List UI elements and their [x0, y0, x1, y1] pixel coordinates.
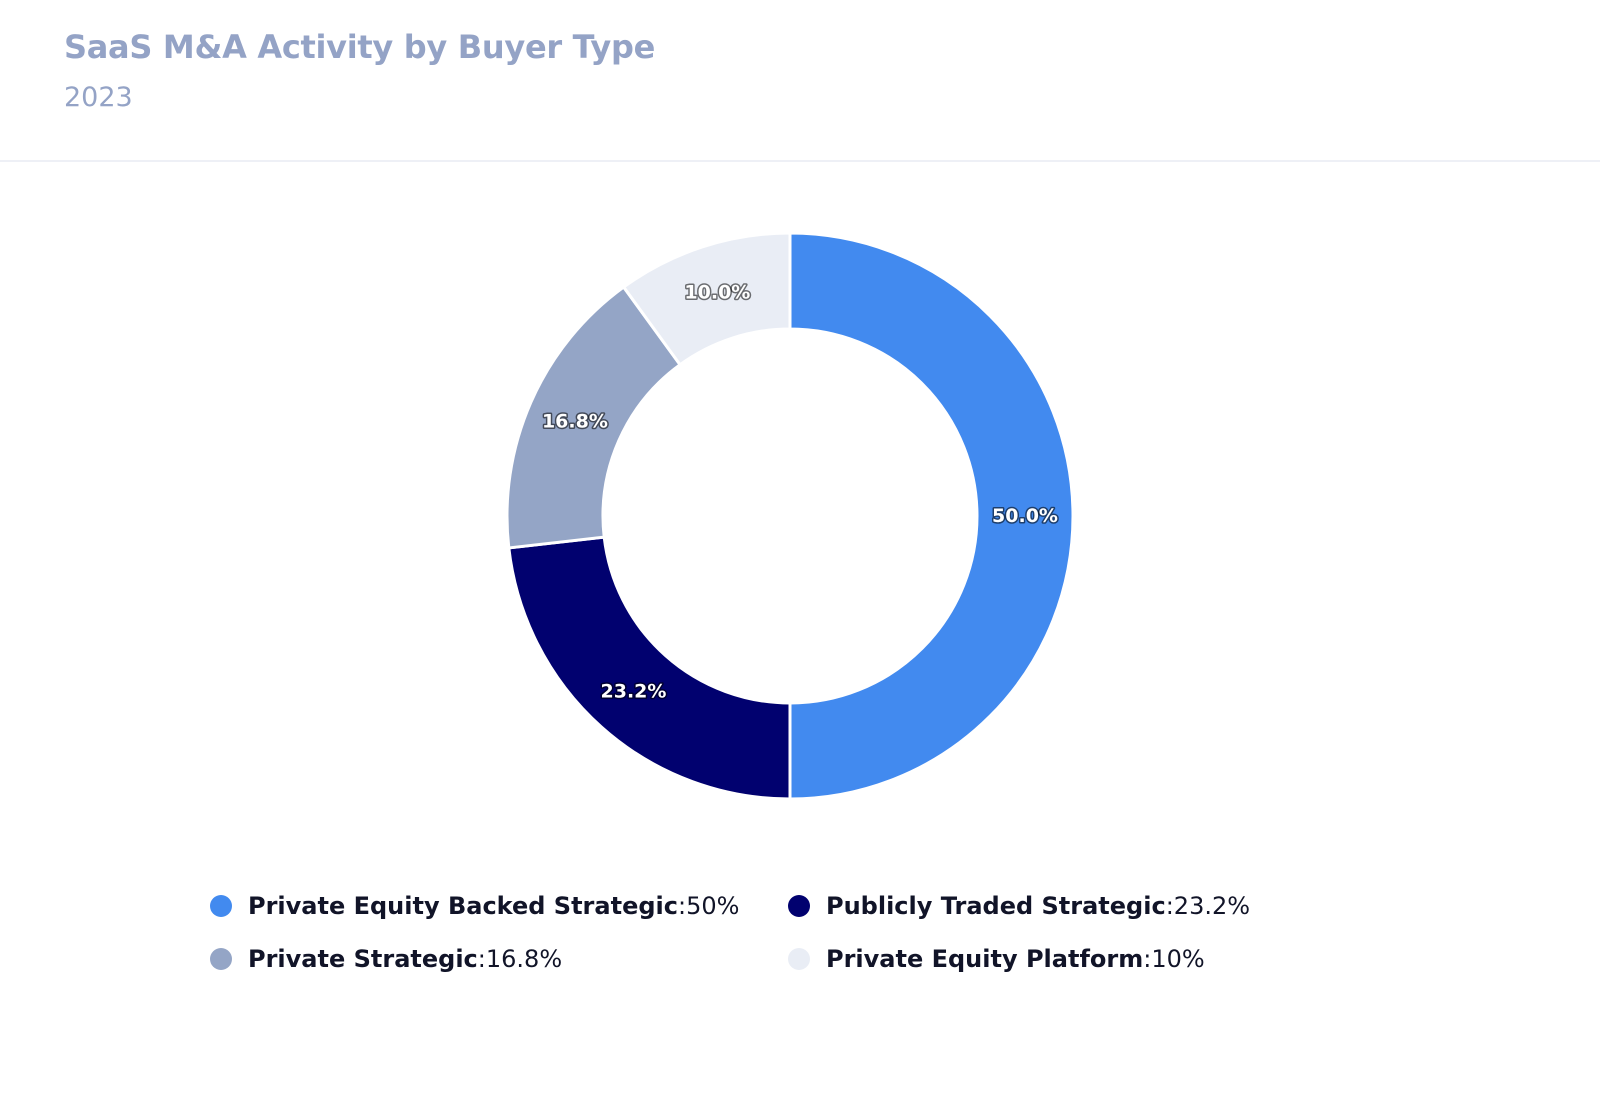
donut-slice-private-equity-backed-strategic[interactable]: [788, 231, 1075, 801]
chart-header: SaaS M&A Activity by Buyer Type 2023: [0, 0, 1600, 162]
donut-slice-private-equity-platform[interactable]: [621, 231, 792, 367]
donut-slice-publicly-traded-strategic[interactable]: [507, 535, 792, 801]
slice-value-label: 50.0%: [992, 505, 1058, 527]
donut-chart: 50.0% 23.2% 16.8% 10.0%: [505, 231, 1075, 801]
legend-value: 16.8%: [485, 945, 563, 973]
chart-subtitle: 2023: [64, 82, 133, 113]
slice-value-label: 16.8%: [542, 410, 608, 432]
legend-label: Publicly Traded Strategic: [826, 892, 1166, 920]
legend-item-private-equity-platform[interactable]: Private Equity Platform : 10%: [788, 943, 1205, 975]
chart-legend: Private Equity Backed Strategic: 50% Pub…: [0, 890, 1600, 1010]
legend-swatch: [210, 895, 232, 917]
legend-item-publicly-traded-strategic[interactable]: Publicly Traded Strategic : 23.2%: [788, 890, 1250, 922]
chart-title: SaaS M&A Activity by Buyer Type: [64, 28, 655, 66]
legend-item-private-strategic[interactable]: Private Strategic : 16.8%: [210, 943, 562, 975]
legend-swatch: [788, 948, 810, 970]
legend-value: 10%: [1151, 945, 1205, 973]
slice-value-label: 23.2%: [601, 680, 667, 702]
legend-separator: :: [1143, 945, 1152, 973]
legend-item-private-equity-backed-strategic[interactable]: Private Equity Backed Strategic: 50%: [210, 890, 739, 922]
legend-value: 23.2%: [1173, 892, 1251, 920]
legend-swatch: [210, 948, 232, 970]
legend-label: Private Strategic: [248, 945, 478, 973]
legend-swatch: [788, 895, 810, 917]
legend-separator: :: [1165, 892, 1174, 920]
slice-value-label: 10.0%: [684, 282, 750, 304]
legend-separator: :: [477, 945, 486, 973]
legend-label: Private Equity Backed Strategic: [248, 892, 678, 920]
legend-label: Private Equity Platform: [826, 945, 1144, 973]
legend-value: 50%: [686, 892, 740, 920]
legend-separator: :: [677, 892, 687, 920]
